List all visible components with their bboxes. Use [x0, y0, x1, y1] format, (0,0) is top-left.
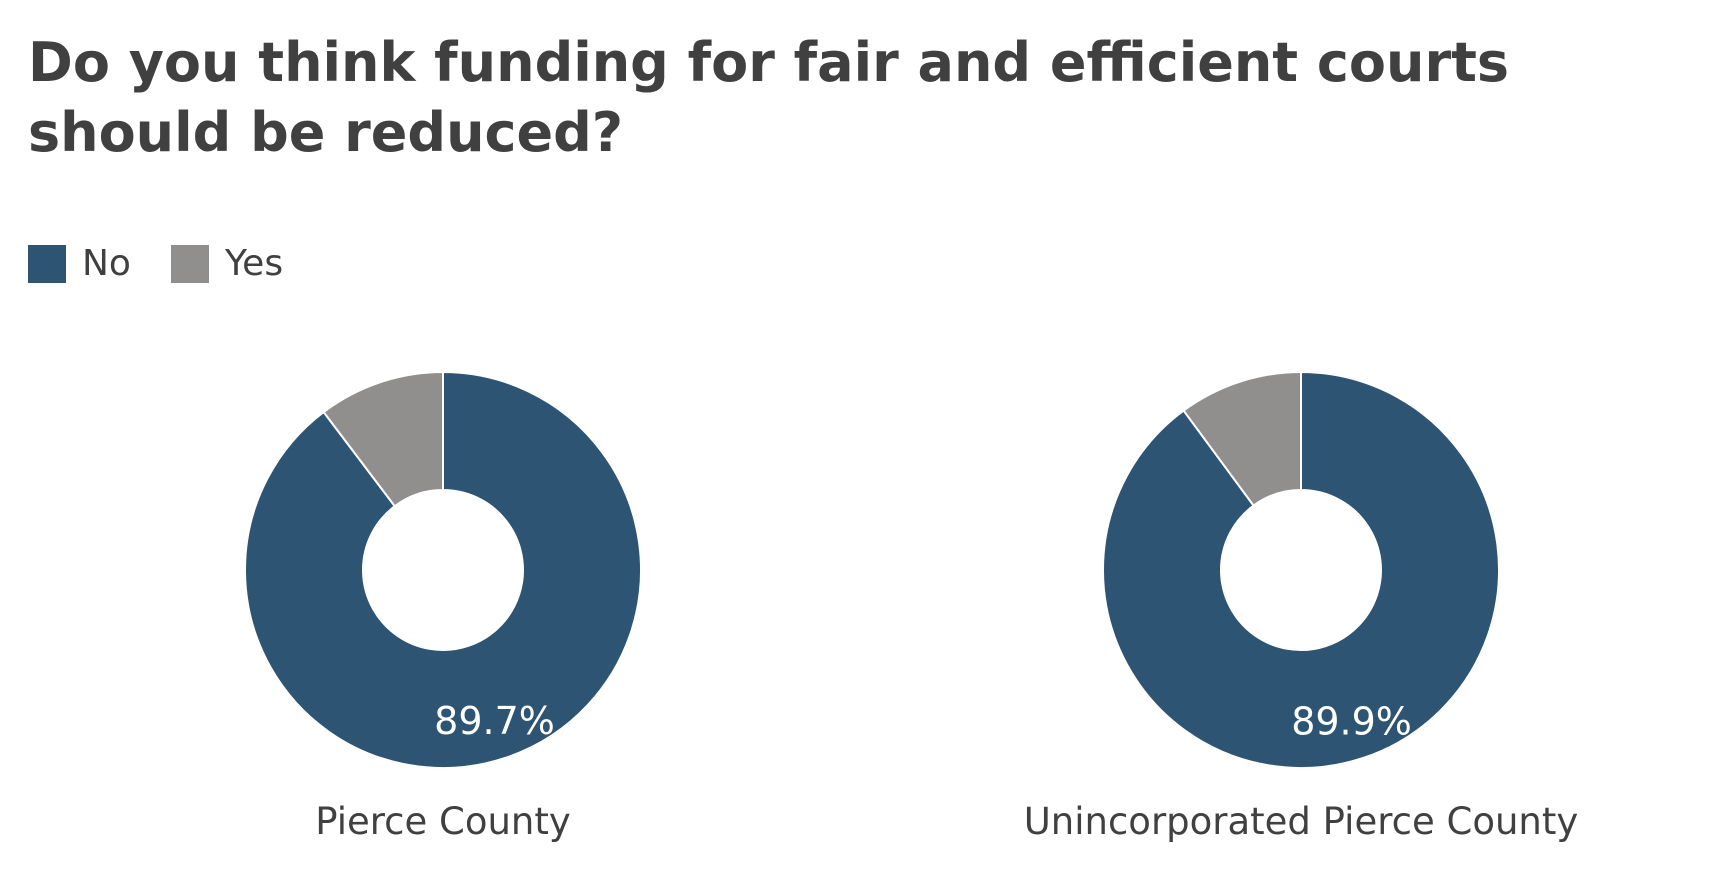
slice-yes-2 [1182, 370, 1302, 507]
chart-label-2: Unincorporated Pierce County [1024, 800, 1579, 843]
chart-label-1: Pierce County [315, 800, 571, 843]
legend-swatch-yes [170, 245, 209, 283]
slice-no-2 [1102, 370, 1500, 769]
legend-item-no: No [28, 244, 131, 284]
chart-title: Do you think funding for fair and effici… [28, 31, 1510, 164]
legend-label-no: No [82, 243, 131, 284]
donut-chart-1: 89.7% [244, 370, 642, 769]
legend: No Yes [28, 244, 323, 284]
slice-value-label-1: 89.7% [434, 699, 555, 743]
donut-chart-2: 89.9% [1102, 370, 1500, 769]
slice-no-1 [244, 370, 642, 769]
slice-value-label-2: 89.9% [1291, 699, 1412, 743]
legend-item-yes: Yes [170, 243, 284, 284]
legend-swatch-no [28, 245, 66, 283]
slice-yes-1 [322, 370, 444, 508]
legend-label-yes: Yes [224, 243, 284, 284]
